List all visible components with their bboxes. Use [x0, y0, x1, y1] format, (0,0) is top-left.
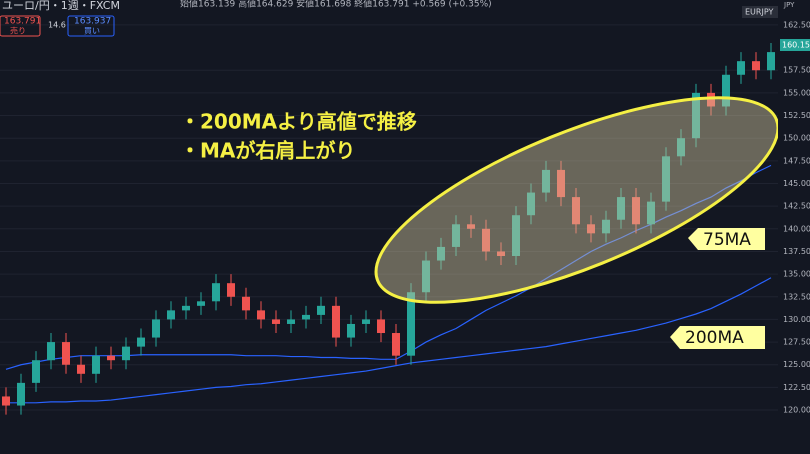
candle-body [377, 319, 385, 334]
buy-button[interactable] [67, 15, 115, 37]
candle-body [47, 342, 55, 361]
candle-body [482, 228, 490, 252]
y-tick-label: 147.50 [783, 156, 810, 165]
candle-body [617, 197, 625, 220]
candle-body [677, 138, 685, 157]
candle-body [212, 283, 220, 302]
candle-body [407, 292, 415, 356]
candle-body [542, 169, 550, 193]
candle-body [107, 355, 115, 361]
candle-body [647, 201, 655, 225]
sell-button[interactable] [0, 15, 41, 37]
sell-label: 売り [10, 26, 26, 36]
y-tick-label: 135.00 [783, 270, 810, 279]
candle-body [167, 310, 175, 320]
currency: JPY [783, 1, 795, 9]
buy-label: 買い [84, 27, 100, 36]
candle-body [767, 52, 775, 71]
y-tick-label: 152.50 [783, 111, 810, 120]
y-tick-label: 125.00 [783, 360, 810, 369]
symbol-title: ユーロ/円・1週・FXCM [2, 0, 120, 12]
y-tick-label: 130.00 [783, 315, 810, 324]
candle-body [257, 310, 265, 320]
candle-body [122, 346, 130, 361]
candle-body [77, 364, 85, 374]
candle-body [752, 61, 760, 71]
ma-label-box [688, 228, 765, 250]
y-tick-label: 155.00 [783, 88, 810, 97]
candle-body [347, 323, 355, 338]
candle-body [437, 246, 445, 261]
y-tick-label: 120.00 [783, 406, 810, 415]
symbol-tag-text: EURJPY [745, 8, 773, 17]
annotation: ・200MAより高値で推移 [180, 110, 417, 134]
candle-body [332, 305, 340, 338]
y-tick-label: 127.50 [783, 338, 810, 347]
candle-body [17, 382, 25, 406]
price-axis [778, 0, 810, 454]
candle-body [707, 92, 715, 107]
y-tick-label: 132.50 [783, 292, 810, 301]
candle-body [572, 197, 580, 225]
candle-body [467, 224, 475, 229]
candle-body [287, 319, 295, 324]
candle-body [197, 301, 205, 306]
ma-label-box [670, 326, 765, 349]
candle-body [737, 61, 745, 75]
y-tick-label: 140.00 [783, 224, 810, 233]
candle-body [62, 342, 70, 365]
candle-body [452, 224, 460, 247]
candle-body [92, 355, 100, 374]
candle-body [362, 319, 370, 324]
highlight-ellipse [374, 96, 780, 304]
candle-body [227, 283, 235, 297]
candle-body [527, 192, 535, 216]
ma-label: 200MA [685, 328, 744, 348]
y-tick-label: 122.50 [783, 383, 810, 392]
y-tick-label: 145.00 [783, 179, 810, 188]
candle-body [317, 305, 325, 315]
quote-bar: 始値163.139 高値164.629 安値161.698 終値163.791 … [180, 0, 492, 10]
sell-price: 163.791 [4, 17, 41, 27]
candle-body [32, 360, 40, 383]
candle-body [722, 74, 730, 107]
spread: 14.6 [48, 21, 66, 30]
candle-body [302, 314, 310, 320]
candle-body [587, 224, 595, 234]
axis: 120.00 122.50 125.00 127.50 130.00 132.50 135.… [783, 20, 810, 414]
y-tick-label: 137.50 [783, 247, 810, 256]
candle-body [392, 333, 400, 356]
candle-body [512, 215, 520, 256]
y-tick-label: 150.00 [783, 134, 810, 143]
candle-body [422, 260, 430, 293]
candle-body [692, 92, 700, 139]
candle-body [272, 319, 280, 324]
candle-body [182, 305, 190, 311]
y-tick-label: 157.50 [783, 66, 810, 75]
moving-average [6, 277, 772, 404]
candle-body [242, 296, 250, 311]
buy-price: 163.937 [74, 17, 111, 27]
y-tick-label: 162.50 [783, 20, 810, 29]
candle-body [557, 169, 565, 198]
candle-body [602, 219, 610, 234]
candle-body [152, 319, 160, 338]
last-price: 160.15 [782, 41, 810, 50]
candle-body [662, 156, 670, 202]
last-price-tag [780, 39, 810, 51]
plot [2, 43, 775, 415]
candle-body [632, 197, 640, 225]
ma-label: 75MA [703, 230, 751, 250]
candle-body [2, 396, 10, 406]
y-tick-label: 142.50 [783, 202, 810, 211]
symbol-tag [742, 6, 778, 18]
candle-body [497, 251, 505, 256]
moving-average [5, 164, 772, 370]
candle-body [137, 337, 145, 347]
annotation: ・MAが右肩上がり [180, 139, 355, 163]
toolbar [0, 0, 810, 18]
